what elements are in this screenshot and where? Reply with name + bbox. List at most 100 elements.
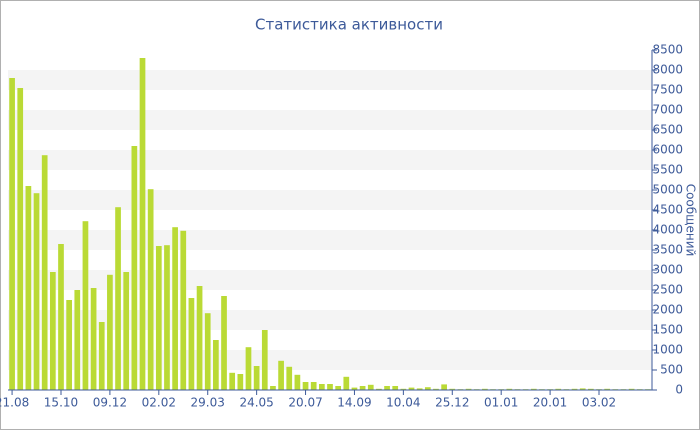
bar xyxy=(123,272,130,390)
grid-band xyxy=(8,70,652,90)
y-tick-label: 2500 xyxy=(652,283,683,297)
chart-title: Статистика активности xyxy=(255,16,443,34)
y-tick-label: 3500 xyxy=(652,243,683,257)
bar xyxy=(261,330,268,390)
bar xyxy=(441,384,447,390)
bar xyxy=(408,387,415,390)
x-tick-label: 24.05 xyxy=(239,396,273,410)
bar xyxy=(465,388,472,390)
bar xyxy=(188,298,195,390)
bar xyxy=(392,386,399,390)
y-tick-label: 6000 xyxy=(652,143,683,157)
bar xyxy=(147,189,154,390)
bar xyxy=(286,366,293,390)
bar xyxy=(245,347,252,390)
bar xyxy=(416,388,423,390)
bar xyxy=(74,290,81,390)
x-tick-label: 15.10 xyxy=(44,396,78,410)
bar xyxy=(588,388,594,390)
bar xyxy=(367,384,374,390)
y-tick-label: 8500 xyxy=(652,43,683,57)
bar xyxy=(433,388,439,390)
y-tick-label: 500 xyxy=(660,363,683,377)
bar xyxy=(384,386,390,390)
bar xyxy=(327,384,333,390)
bar xyxy=(155,246,162,390)
bar xyxy=(180,230,187,390)
x-tick-label: 09.12 xyxy=(93,396,127,410)
bar xyxy=(41,155,48,390)
bar xyxy=(278,360,284,390)
y-tick-label: 4000 xyxy=(652,223,683,237)
y-tick-label: 1500 xyxy=(652,323,683,337)
bar xyxy=(196,286,203,390)
grid-band xyxy=(8,190,652,210)
bar xyxy=(335,386,342,390)
bar xyxy=(482,388,488,390)
bar xyxy=(579,388,586,390)
bar xyxy=(376,388,382,390)
bar xyxy=(115,207,121,390)
bar xyxy=(351,387,358,390)
bar xyxy=(571,388,578,390)
y-tick-label: 0 xyxy=(675,383,683,397)
x-tick-label: 25.12 xyxy=(435,396,469,410)
x-tick-label: 10.04 xyxy=(386,396,420,410)
bar xyxy=(33,193,40,390)
bar xyxy=(318,384,325,390)
bar xyxy=(310,382,317,390)
bar xyxy=(506,388,513,390)
y-tick-label: 2000 xyxy=(652,303,683,317)
y-tick-label: 5000 xyxy=(652,183,683,197)
bar xyxy=(9,78,15,390)
y-tick-label: 5500 xyxy=(652,163,683,177)
bar xyxy=(90,288,97,390)
grid-band xyxy=(8,150,652,170)
bar xyxy=(17,88,24,390)
bar xyxy=(253,366,260,390)
bar xyxy=(229,372,236,390)
bar xyxy=(172,227,178,390)
x-tick-label: 20.07 xyxy=(288,396,322,410)
y-axis-label: Сообщений xyxy=(684,184,698,257)
grid-band xyxy=(8,270,652,290)
bar xyxy=(204,313,211,390)
bar xyxy=(58,244,64,390)
bar xyxy=(628,388,635,390)
y-tick-label: 6500 xyxy=(652,123,683,137)
bar xyxy=(302,382,309,390)
bar xyxy=(131,146,138,390)
x-tick-label: 03.02 xyxy=(582,396,616,410)
y-tick-label: 7500 xyxy=(652,83,683,97)
bar xyxy=(343,376,350,390)
y-tick-label: 1000 xyxy=(652,343,683,357)
bar xyxy=(49,272,56,390)
bar xyxy=(139,58,146,390)
bar xyxy=(98,322,105,390)
bar xyxy=(449,388,456,390)
bar xyxy=(270,386,276,390)
bar xyxy=(221,296,227,390)
bar xyxy=(82,221,89,390)
x-tick-label: 14.09 xyxy=(337,396,371,410)
y-tick-label: 4500 xyxy=(652,203,683,217)
y-tick-label: 8000 xyxy=(652,63,683,77)
x-tick-label: 01.01 xyxy=(484,396,518,410)
bar xyxy=(107,274,113,390)
grid-band xyxy=(8,230,652,250)
bar xyxy=(555,388,562,390)
bar xyxy=(424,387,431,390)
y-tick-label: 3000 xyxy=(652,263,683,277)
grid-band xyxy=(8,110,652,130)
bar xyxy=(164,245,170,390)
bar xyxy=(213,340,219,390)
bar xyxy=(237,374,244,390)
x-tick-label: 02.02 xyxy=(142,396,176,410)
y-tick-label: 7000 xyxy=(652,103,683,117)
bar xyxy=(359,386,366,390)
x-tick-label: 29.03 xyxy=(191,396,225,410)
bar xyxy=(25,186,32,390)
x-tick-label: 20.01 xyxy=(533,396,567,410)
bar xyxy=(294,374,301,390)
